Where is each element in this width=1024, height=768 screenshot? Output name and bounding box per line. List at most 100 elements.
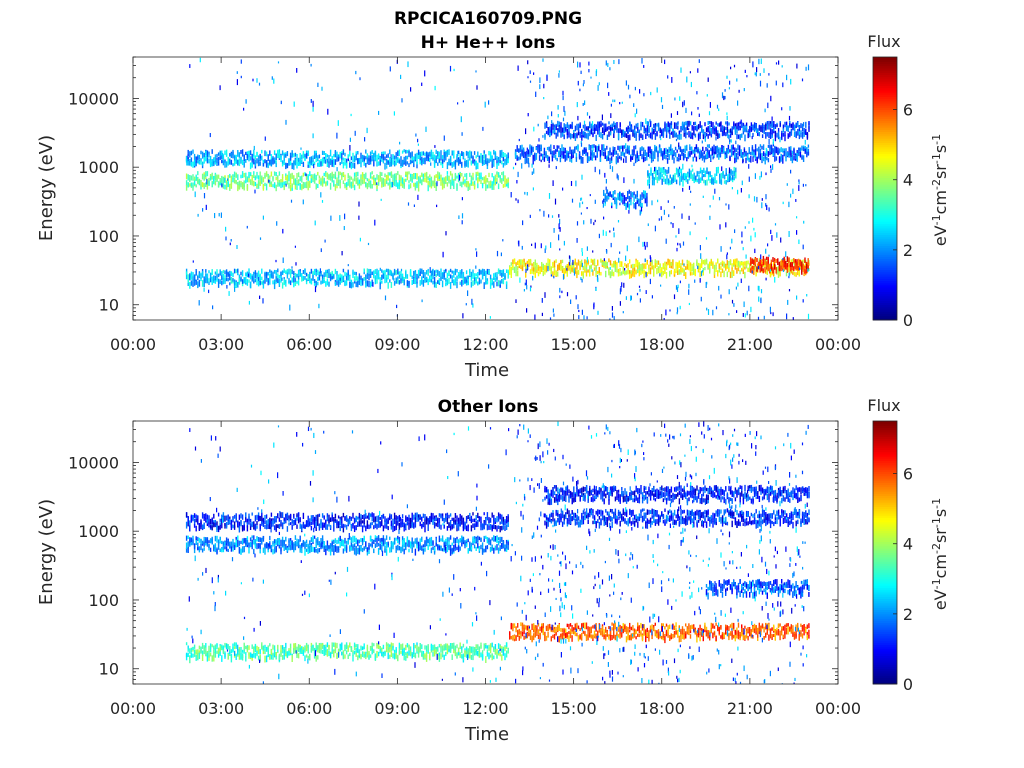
flux-pixel — [240, 157, 242, 162]
flux-pixel — [609, 191, 611, 196]
flux-pixel — [686, 144, 688, 150]
flux-pixel — [534, 272, 536, 278]
flux-pixel — [589, 194, 591, 197]
flux-pixel — [627, 267, 629, 272]
flux-pixel — [581, 278, 583, 283]
flux-pixel — [499, 175, 501, 179]
flux-pixel — [312, 133, 314, 139]
flux-pixel — [788, 146, 790, 153]
flux-pixel — [227, 181, 229, 188]
flux-pixel — [623, 202, 626, 206]
flux-pixel — [666, 149, 669, 153]
flux-pixel — [446, 279, 449, 286]
flux-pixel — [189, 183, 191, 187]
flux-pixel — [259, 181, 261, 186]
flux-pixel — [756, 148, 758, 152]
flux-pixel — [728, 261, 730, 268]
flux-pixel — [605, 186, 607, 191]
flux-pixel — [769, 266, 771, 272]
colorbar-step — [873, 221, 897, 225]
flux-pixel — [683, 121, 685, 126]
flux-pixel — [753, 269, 755, 275]
flux-pixel — [722, 171, 724, 179]
flux-pixel — [793, 148, 795, 156]
flux-pixel — [769, 263, 771, 269]
flux-pixel — [371, 156, 373, 162]
flux-pixel — [703, 155, 706, 163]
flux-pixel — [352, 282, 354, 288]
flux-pixel — [349, 179, 351, 187]
flux-pixel — [718, 285, 720, 291]
flux-pixel — [639, 209, 641, 216]
flux-pixel — [221, 152, 223, 160]
flux-pixel — [741, 240, 743, 244]
flux-pixel — [552, 124, 554, 130]
flux-pixel — [627, 125, 629, 129]
flux-pixel — [658, 144, 661, 149]
flux-pixel — [289, 177, 292, 185]
flux-pixel — [739, 134, 741, 141]
flux-pixel — [416, 173, 418, 180]
flux-pixel — [358, 215, 360, 220]
flux-pixel — [688, 289, 690, 295]
flux-pixel — [678, 269, 680, 275]
flux-pixel — [683, 172, 686, 180]
flux-pixel — [246, 184, 249, 191]
flux-pixel — [681, 268, 684, 273]
flux-pixel — [454, 277, 457, 284]
flux-pixel — [757, 266, 760, 270]
flux-noise — [186, 57, 810, 320]
flux-pixel — [637, 260, 639, 266]
flux-pixel — [729, 131, 732, 138]
flux-pixel — [579, 265, 581, 271]
flux-pixel — [736, 261, 738, 268]
flux-pixel — [667, 178, 670, 184]
flux-pixel — [534, 259, 536, 266]
flux-pixel — [747, 133, 749, 139]
flux-pixel — [713, 153, 715, 159]
flux-pixel — [464, 276, 466, 284]
flux-pixel — [611, 263, 613, 268]
flux-pixel — [632, 202, 634, 205]
flux-pixel — [710, 147, 712, 152]
flux-pixel — [465, 280, 468, 286]
flux-pixel — [249, 541, 252, 547]
flux-pixel — [709, 121, 711, 125]
flux-pixel — [381, 182, 383, 188]
panel-title: Other Ions — [438, 397, 539, 417]
flux-pixel — [357, 276, 359, 281]
flux-pixel — [193, 179, 196, 186]
flux-pixel — [373, 161, 375, 167]
flux-pixel — [451, 162, 453, 168]
flux-pixel — [725, 222, 727, 228]
flux-pixel — [405, 271, 407, 278]
flux-pixel — [715, 306, 718, 310]
flux-pixel — [595, 271, 597, 277]
flux-pixel — [646, 124, 649, 132]
flux-pixel — [236, 71, 238, 74]
flux-pixel — [585, 126, 588, 131]
flux-pixel — [683, 124, 685, 130]
flux-pixel — [240, 183, 242, 188]
flux-pixel — [664, 59, 666, 65]
flux-pixel — [400, 175, 402, 181]
flux-pixel — [632, 268, 634, 276]
flux-pixel — [641, 58, 643, 64]
flux-pixel — [785, 126, 788, 131]
flux-pixel — [690, 190, 692, 193]
flux-pixel — [297, 161, 300, 166]
flux-pixel — [637, 127, 639, 131]
colorbar-step — [873, 276, 897, 279]
flux-pixel — [765, 248, 767, 254]
flux-pixel — [756, 67, 758, 73]
flux-pixel — [437, 175, 439, 182]
flux-pixel — [398, 179, 401, 187]
flux-pixel — [360, 176, 362, 183]
flux-pixel — [409, 183, 412, 189]
flux-pixel — [734, 152, 736, 158]
flux-pixel — [594, 155, 597, 161]
flux-pixel — [187, 280, 189, 286]
flux-pixel — [751, 270, 753, 274]
flux-pixel — [256, 158, 258, 164]
flux-pixel — [448, 176, 450, 181]
